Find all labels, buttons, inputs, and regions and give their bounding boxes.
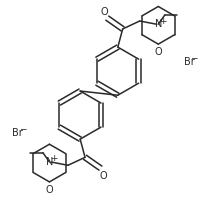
Text: O: O xyxy=(100,170,107,180)
Text: O: O xyxy=(46,184,53,194)
Text: +: + xyxy=(50,154,57,163)
Text: N: N xyxy=(46,156,53,166)
Text: +: + xyxy=(159,17,166,26)
Text: −: − xyxy=(19,124,26,133)
Text: Br: Br xyxy=(12,127,23,137)
Text: N: N xyxy=(155,19,162,29)
Text: O: O xyxy=(100,7,108,17)
Text: −: − xyxy=(191,53,198,62)
Text: O: O xyxy=(154,47,162,57)
Text: Br: Br xyxy=(184,57,194,66)
